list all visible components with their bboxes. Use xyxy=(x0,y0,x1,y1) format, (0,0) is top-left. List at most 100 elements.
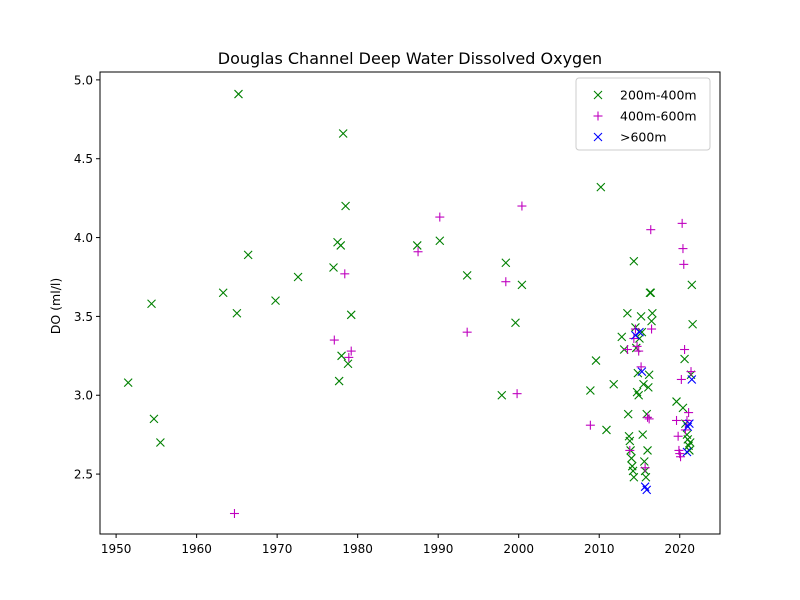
x-tick-label: 2020 xyxy=(664,542,695,556)
legend-label: 200m-400m xyxy=(620,88,697,103)
plot-frame xyxy=(99,71,721,535)
data-point xyxy=(638,430,648,440)
data-point xyxy=(497,390,507,400)
data-point xyxy=(685,446,694,455)
data-point xyxy=(329,335,339,345)
data-point xyxy=(629,333,639,343)
data-point xyxy=(501,258,511,268)
data-point xyxy=(412,241,422,250)
data-point xyxy=(462,327,472,337)
data-point xyxy=(678,244,688,254)
data-point xyxy=(629,472,639,482)
data-point xyxy=(591,356,601,365)
x-tick-label: 1980 xyxy=(342,542,373,556)
data-point xyxy=(684,408,694,418)
chart-title: Douglas Channel Deep Water Dissolved Oxy… xyxy=(218,49,602,68)
data-point xyxy=(585,420,595,430)
data-point xyxy=(687,280,697,290)
data-point xyxy=(234,89,243,99)
data-point xyxy=(346,346,356,356)
data-point xyxy=(647,316,656,326)
data-point xyxy=(636,312,646,321)
data-point xyxy=(672,415,682,425)
data-point xyxy=(517,280,527,290)
legend-marker xyxy=(593,90,603,100)
data-point xyxy=(156,438,165,447)
data-point xyxy=(334,376,344,386)
legend-box xyxy=(575,77,711,151)
data-point xyxy=(602,425,611,435)
data-point xyxy=(346,310,356,320)
data-point xyxy=(123,378,133,388)
data-point xyxy=(676,374,686,384)
x-tick-label: 2010 xyxy=(584,542,615,556)
data-point xyxy=(435,212,445,222)
data-point xyxy=(687,375,697,384)
data-point xyxy=(644,370,654,380)
data-point xyxy=(623,308,632,318)
data-point xyxy=(625,436,635,446)
data-point xyxy=(232,308,242,318)
data-point xyxy=(678,403,688,413)
data-point xyxy=(517,201,527,211)
data-point xyxy=(646,288,656,298)
x-tick-label: 2000 xyxy=(503,542,534,556)
data-point xyxy=(646,225,656,235)
data-point xyxy=(218,288,228,298)
data-point xyxy=(643,412,653,422)
data-point xyxy=(629,256,639,266)
data-point xyxy=(634,390,644,400)
data-point xyxy=(685,438,695,447)
y-axis-label: DO (ml/l) xyxy=(48,278,63,335)
data-point xyxy=(341,201,350,211)
data-point xyxy=(617,332,627,342)
data-point xyxy=(682,447,692,457)
data-point xyxy=(336,241,346,250)
data-point xyxy=(609,379,619,389)
data-point xyxy=(679,259,689,269)
data-point xyxy=(639,457,649,466)
data-point xyxy=(632,341,642,351)
legend: 200m-400m 400m-600m >600m xyxy=(575,77,711,151)
data-point xyxy=(243,250,253,260)
data-point xyxy=(685,419,694,429)
data-point xyxy=(647,308,657,318)
data-point xyxy=(622,345,632,355)
legend-label: >600m xyxy=(620,130,667,145)
data-point xyxy=(147,299,156,309)
data-point xyxy=(271,296,280,306)
data-point xyxy=(641,472,651,482)
y-tick-label: 2.5 xyxy=(74,468,93,482)
data-point xyxy=(637,367,647,376)
x-tick-label: 1960 xyxy=(181,542,212,556)
data-point xyxy=(643,382,653,392)
data-points xyxy=(123,89,698,519)
data-point xyxy=(676,452,686,462)
axes: 1950 1960 1970 1980 1990 2000 2010 2020 2.5 3.0 3.… xyxy=(74,71,721,556)
data-point xyxy=(645,288,655,298)
data-point xyxy=(413,247,423,257)
data-point xyxy=(329,263,338,272)
data-point xyxy=(435,236,445,246)
data-point xyxy=(627,453,636,463)
data-point xyxy=(686,367,696,377)
data-point xyxy=(677,218,687,228)
y-tick-label: 5.0 xyxy=(74,73,93,87)
data-point xyxy=(647,324,657,334)
data-point xyxy=(680,345,690,355)
data-point xyxy=(585,386,595,395)
data-point xyxy=(623,409,633,419)
x-tick-label: 1970 xyxy=(262,542,293,556)
data-point xyxy=(630,324,640,334)
data-point xyxy=(501,277,511,287)
data-point xyxy=(229,509,239,519)
data-point xyxy=(625,445,635,455)
data-point xyxy=(293,272,303,282)
data-point xyxy=(631,330,640,340)
y-tick-label: 4.0 xyxy=(74,231,93,245)
data-point xyxy=(343,359,353,369)
legend-marker xyxy=(593,132,603,142)
data-point xyxy=(344,352,354,362)
y-tick-label: 3.0 xyxy=(74,389,93,403)
